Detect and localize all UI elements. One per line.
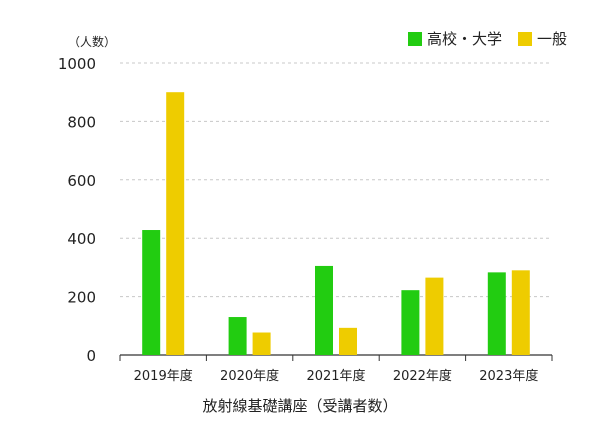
- y-unit-label: （人数）: [68, 35, 117, 49]
- bar-series-1-3: [425, 277, 444, 355]
- x-tick-label-3: 2022年度: [393, 368, 452, 384]
- y-tick-label-5: 1000: [58, 55, 96, 73]
- y-tick-label-2: 400: [67, 230, 96, 248]
- legend-label-series-1: 一般: [537, 30, 568, 48]
- bar-series-1-2: [339, 327, 357, 355]
- x-tick-label-4: 2023年度: [479, 368, 538, 384]
- bar-series-1-4: [511, 270, 530, 355]
- legend-item-series-1: 一般: [518, 28, 567, 49]
- bar-series-0-2: [315, 265, 333, 355]
- x-tick-label-1: 2020年度: [220, 368, 279, 384]
- bar-series-1-0: [166, 92, 185, 355]
- y-tick-label-1: 200: [67, 289, 96, 307]
- x-axis-title: 放射線基礎講座（受講者数）: [202, 397, 398, 415]
- legend-swatch-series-1: [518, 31, 533, 46]
- x-tick-label-0: 2019年度: [134, 368, 193, 384]
- y-tick-label-0: 0: [86, 347, 96, 365]
- bar-series-0-3: [401, 290, 420, 355]
- bar-series-1-1: [252, 332, 271, 355]
- y-tick-label-4: 800: [67, 113, 96, 131]
- bar-series-0-4: [487, 272, 506, 355]
- y-tick-label-3: 600: [67, 172, 96, 190]
- legend-swatch-series-0: [408, 31, 422, 46]
- legend-label-series-0: 高校・大学: [427, 30, 503, 48]
- legend: 高校・大学 一般: [408, 28, 583, 49]
- x-tick-label-2: 2021年度: [306, 368, 365, 384]
- bar-series-0-1: [228, 317, 247, 355]
- bar-series-0-0: [142, 230, 161, 355]
- legend-item-series-0: 高校・大学: [408, 28, 502, 49]
